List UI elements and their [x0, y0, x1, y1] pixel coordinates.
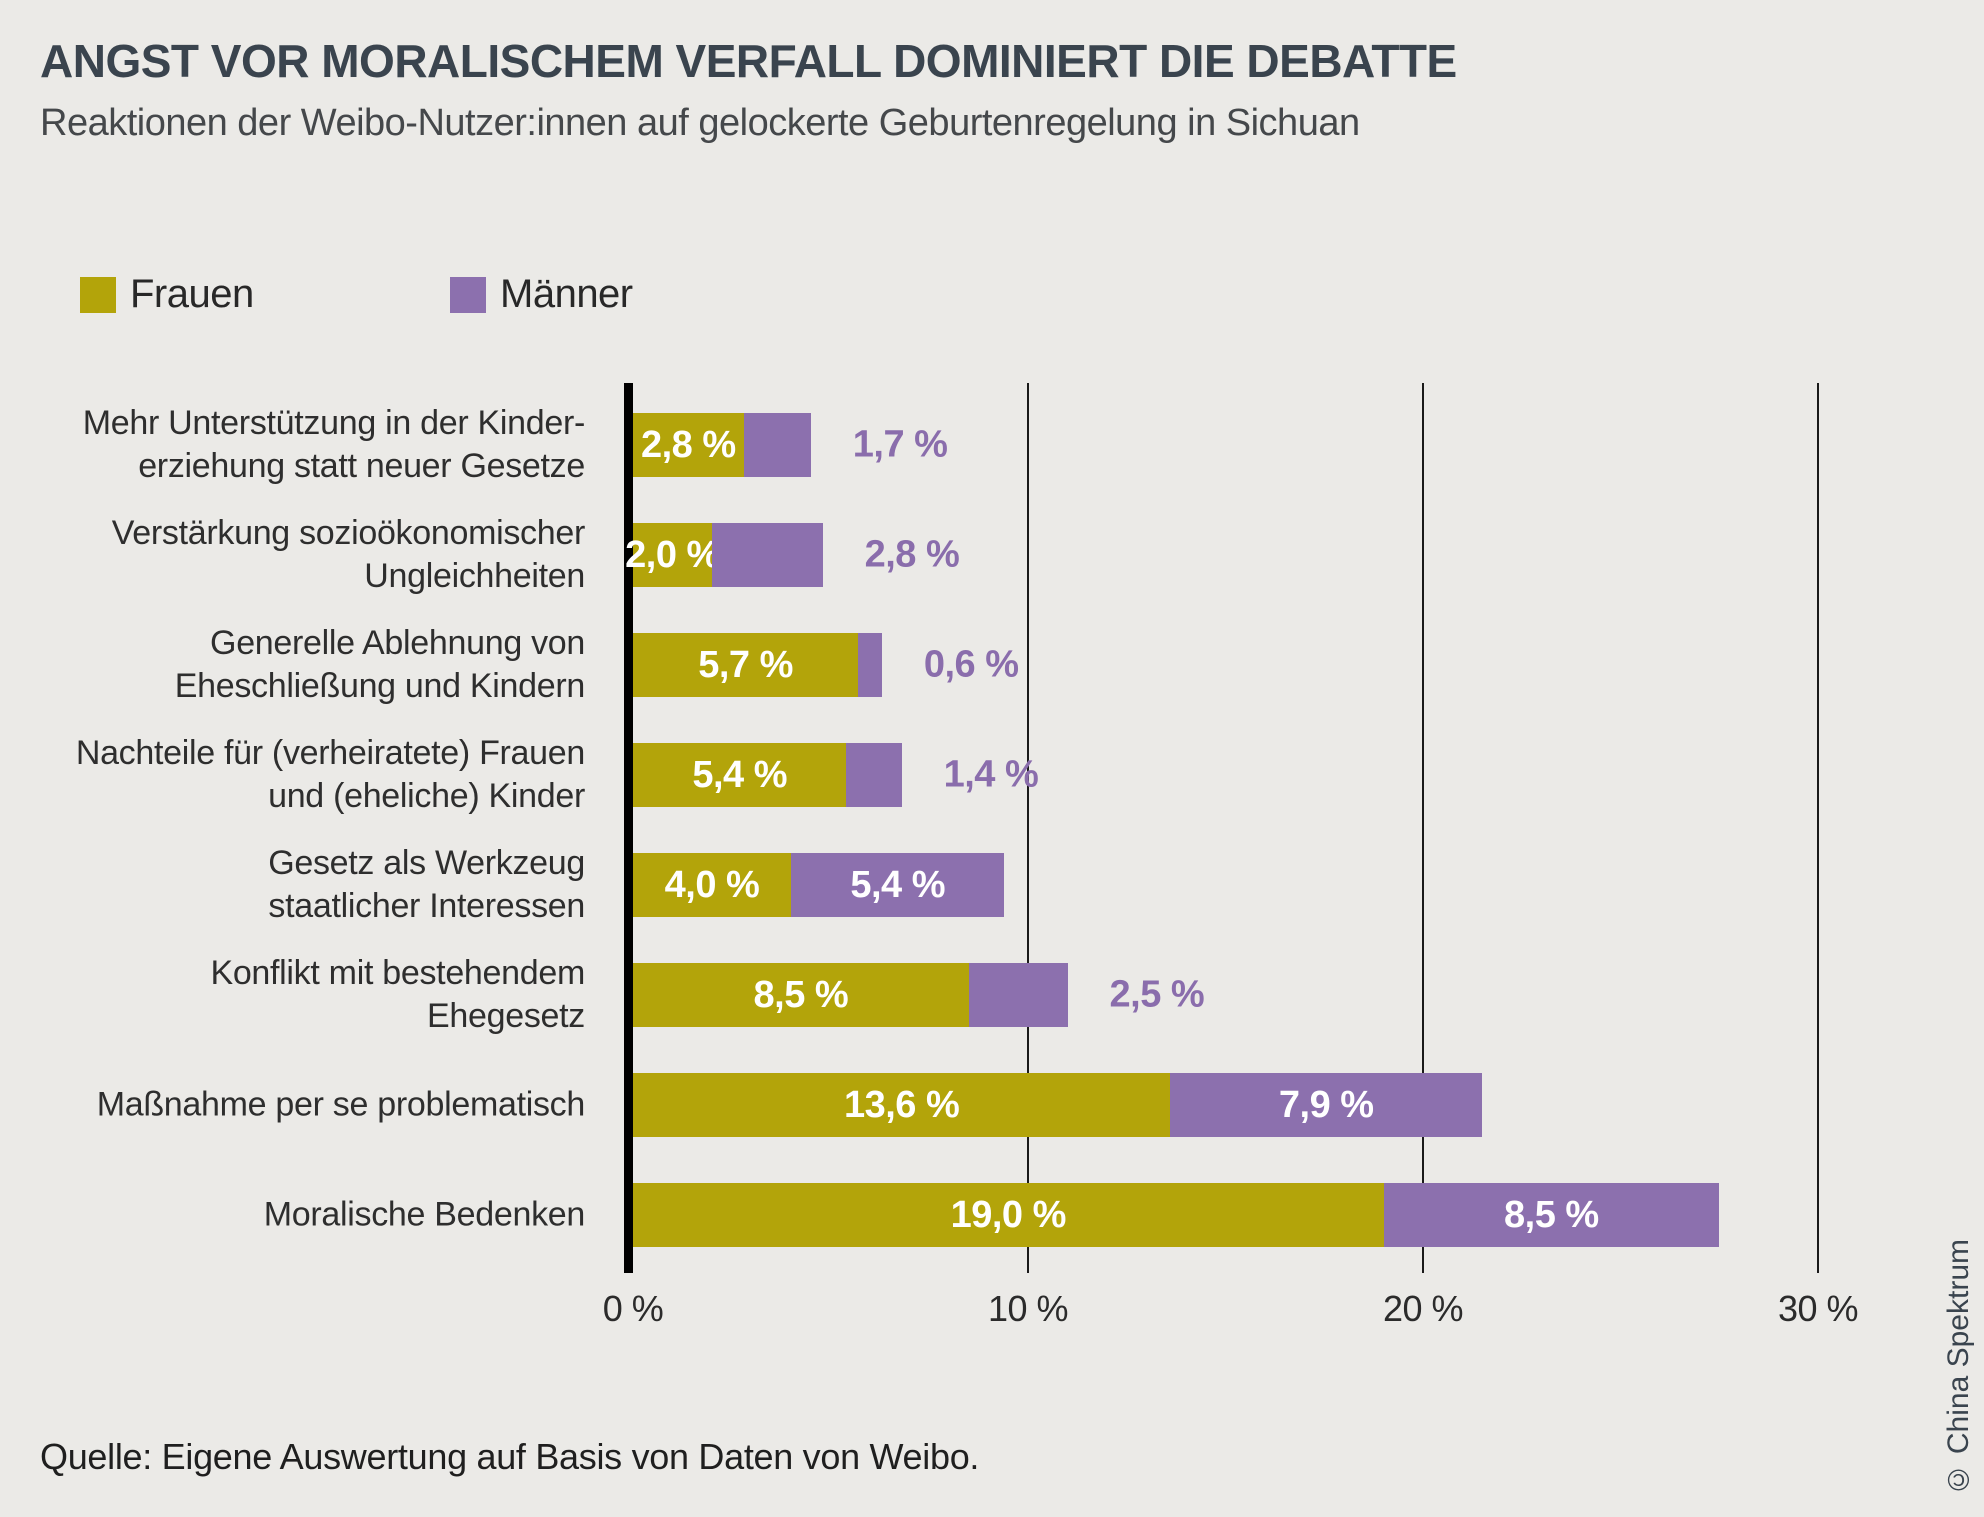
- bar-segment-frauen: 13,6 %: [633, 1073, 1171, 1137]
- bar-segment-frauen: 2,8 %: [633, 413, 744, 477]
- category-label: Nachteile für (verheiratete) Frauen und (…: [75, 734, 585, 815]
- y-axis-line: [624, 383, 633, 1273]
- bar-segment-frauen: 19,0 %: [633, 1183, 1384, 1247]
- bar-value-label-maenner: 1,7 %: [852, 423, 948, 466]
- bar-value-label-maenner: 2,5 %: [1109, 973, 1205, 1016]
- legend-swatch-maenner-icon: [450, 276, 486, 313]
- bar-segment-maenner: [743, 413, 811, 477]
- bar-segment-maenner: 8,5 %: [1383, 1183, 1720, 1247]
- bar-value-label-frauen: 8,5 %: [753, 973, 849, 1016]
- bar-segment-maenner: 5,4 %: [791, 853, 1005, 917]
- bar-segment-maenner: [968, 963, 1068, 1027]
- gridline-20: [1422, 383, 1424, 1273]
- bar-value-label-frauen: 4,0 %: [664, 863, 760, 906]
- category-label: Generelle Ablehnung von Eheschließung und…: [174, 624, 586, 705]
- bar-value-label-maenner: 7,9 %: [1278, 1083, 1374, 1126]
- bar-value-label-maenner: 5,4 %: [850, 863, 945, 906]
- category-label: Konflikt mit bestehendem Ehegesetz: [210, 954, 585, 1035]
- bar-value-label-maenner: 1,4 %: [943, 753, 1039, 796]
- bar-value-label-frauen: 2,0 %: [625, 533, 720, 576]
- bar-segment-maenner: [712, 523, 823, 587]
- bar-segment-frauen: 8,5 %: [633, 963, 969, 1027]
- category-label: Mehr Unterstützung in der Kinder-erziehu…: [82, 404, 586, 485]
- legend-item-frauen: Frauen: [80, 272, 254, 317]
- source-note: Quelle: Eigene Auswertung auf Basis von …: [40, 1436, 980, 1477]
- legend-label-frauen: Frauen: [130, 272, 254, 316]
- legend-swatch-frauen-icon: [80, 276, 116, 313]
- page-subtitle: Reaktionen der Weibo-Nutzer:innen auf ge…: [40, 102, 1360, 144]
- x-tick-label: 30 %: [1777, 1288, 1859, 1329]
- bar-value-label-frauen: 2,8 %: [640, 423, 736, 466]
- page-title: ANGST VOR MORALISCHEM VERFALL DOMINIERT …: [40, 35, 1457, 87]
- legend-item-maenner: Männer: [450, 272, 633, 317]
- bar-segment-frauen: 5,4 %: [633, 743, 847, 807]
- copyright-credit: © China Spektrum: [1942, 1238, 1975, 1495]
- bar-segment-maenner: [858, 633, 882, 697]
- legend-label-maenner: Männer: [500, 272, 633, 316]
- category-label: Verstärkung sozioökonomischer Ungleichhei…: [111, 514, 586, 595]
- bar-segment-maenner: 7,9 %: [1170, 1073, 1483, 1137]
- bar-segment-maenner: [846, 743, 902, 807]
- gridline-10: [1027, 383, 1029, 1273]
- bar-segment-frauen: 5,7 %: [633, 633, 859, 697]
- category-label: Gesetz als Werkzeug staatlicher Interesse…: [268, 844, 585, 925]
- gridline-30: [1817, 383, 1819, 1273]
- bar-segment-frauen: 4,0 %: [633, 853, 791, 917]
- bar-value-label-frauen: 13,6 %: [843, 1083, 960, 1126]
- category-label: Moralische Bedenken: [263, 1195, 586, 1234]
- x-tick-label: 0 %: [602, 1288, 664, 1329]
- bar-value-label-frauen: 5,4 %: [692, 753, 787, 796]
- category-label: Maßnahme per se problematisch: [96, 1085, 586, 1124]
- bar-value-label-frauen: 19,0 %: [950, 1193, 1067, 1236]
- x-tick-label: 10 %: [987, 1288, 1069, 1329]
- x-tick-label: 20 %: [1382, 1288, 1464, 1329]
- bar-value-label-maenner: 2,8 %: [864, 533, 960, 576]
- bar-value-label-frauen: 5,7 %: [698, 643, 793, 686]
- bar-segment-frauen: 2,0 %: [625, 523, 720, 587]
- bar-value-label-maenner: 0,6 %: [923, 643, 1019, 686]
- bar-value-label-maenner: 8,5 %: [1504, 1193, 1599, 1236]
